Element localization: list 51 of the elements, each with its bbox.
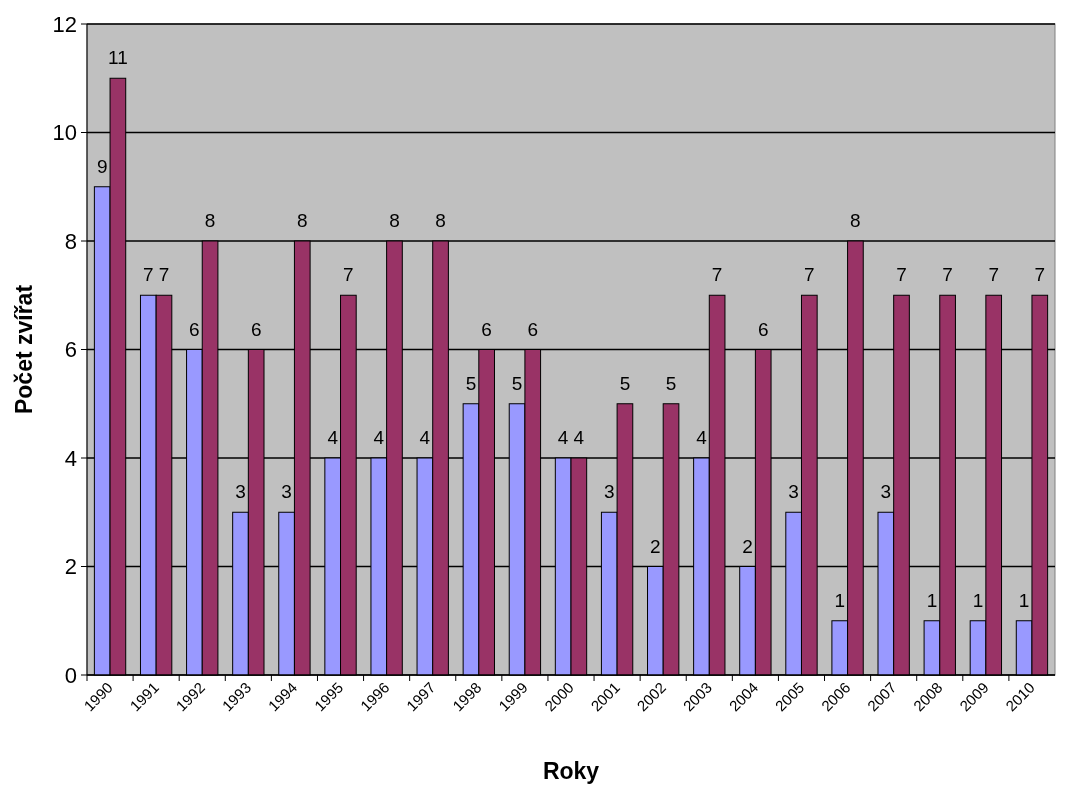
data-label: 2 <box>742 535 753 557</box>
data-label: 4 <box>419 427 431 448</box>
data-label: 3 <box>603 481 615 503</box>
y-tick-label: 12 <box>52 11 77 37</box>
data-label: 7 <box>1034 264 1046 286</box>
data-label: 7 <box>711 264 723 286</box>
data-label: 11 <box>108 47 128 69</box>
data-label: 6 <box>757 318 769 340</box>
x-axis-title: Roky <box>542 758 600 784</box>
data-label: 1 <box>1018 589 1030 611</box>
y-tick-label: 8 <box>64 228 77 254</box>
data-label: 5 <box>619 372 631 394</box>
data-label: 6 <box>527 318 539 340</box>
data-label: 7 <box>896 264 907 286</box>
data-label: 3 <box>235 481 246 503</box>
data-label: 8 <box>204 210 216 231</box>
data-label: 4 <box>573 427 585 448</box>
data-label: 5 <box>511 372 523 394</box>
y-tick-label: 10 <box>52 120 77 146</box>
data-label: 7 <box>343 264 354 286</box>
data-label: 7 <box>988 264 999 286</box>
data-label: 8 <box>435 210 446 231</box>
data-label: 2 <box>650 535 661 557</box>
data-label: 6 <box>481 318 492 340</box>
data-label: 9 <box>96 155 108 177</box>
data-label: 4 <box>373 427 385 448</box>
data-label: 1 <box>926 589 938 611</box>
y-tick-label: 0 <box>64 662 77 688</box>
data-label: 7 <box>143 264 154 286</box>
y-tick-label: 6 <box>64 337 77 363</box>
data-label: 3 <box>788 481 799 503</box>
data-label: 8 <box>850 210 861 231</box>
data-label: 4 <box>327 427 339 448</box>
data-label: 4 <box>557 427 569 448</box>
data-label: 1 <box>834 589 846 611</box>
data-label: 4 <box>696 427 708 448</box>
data-label: 5 <box>665 372 677 394</box>
data-label: 8 <box>389 210 400 231</box>
data-label: 7 <box>804 264 815 286</box>
data-label: 7 <box>158 264 170 286</box>
y-axis-title: Počet zvířat <box>11 284 37 415</box>
data-label: 3 <box>281 481 292 503</box>
data-label: 5 <box>465 372 477 394</box>
data-label: 3 <box>880 481 892 503</box>
data-label: 7 <box>942 264 953 286</box>
y-tick-label: 4 <box>64 445 77 471</box>
data-label: 6 <box>250 318 262 340</box>
y-tick-label: 2 <box>64 554 77 580</box>
data-label: 6 <box>189 318 200 340</box>
data-label: 8 <box>296 210 308 231</box>
data-label: 1 <box>972 589 984 611</box>
